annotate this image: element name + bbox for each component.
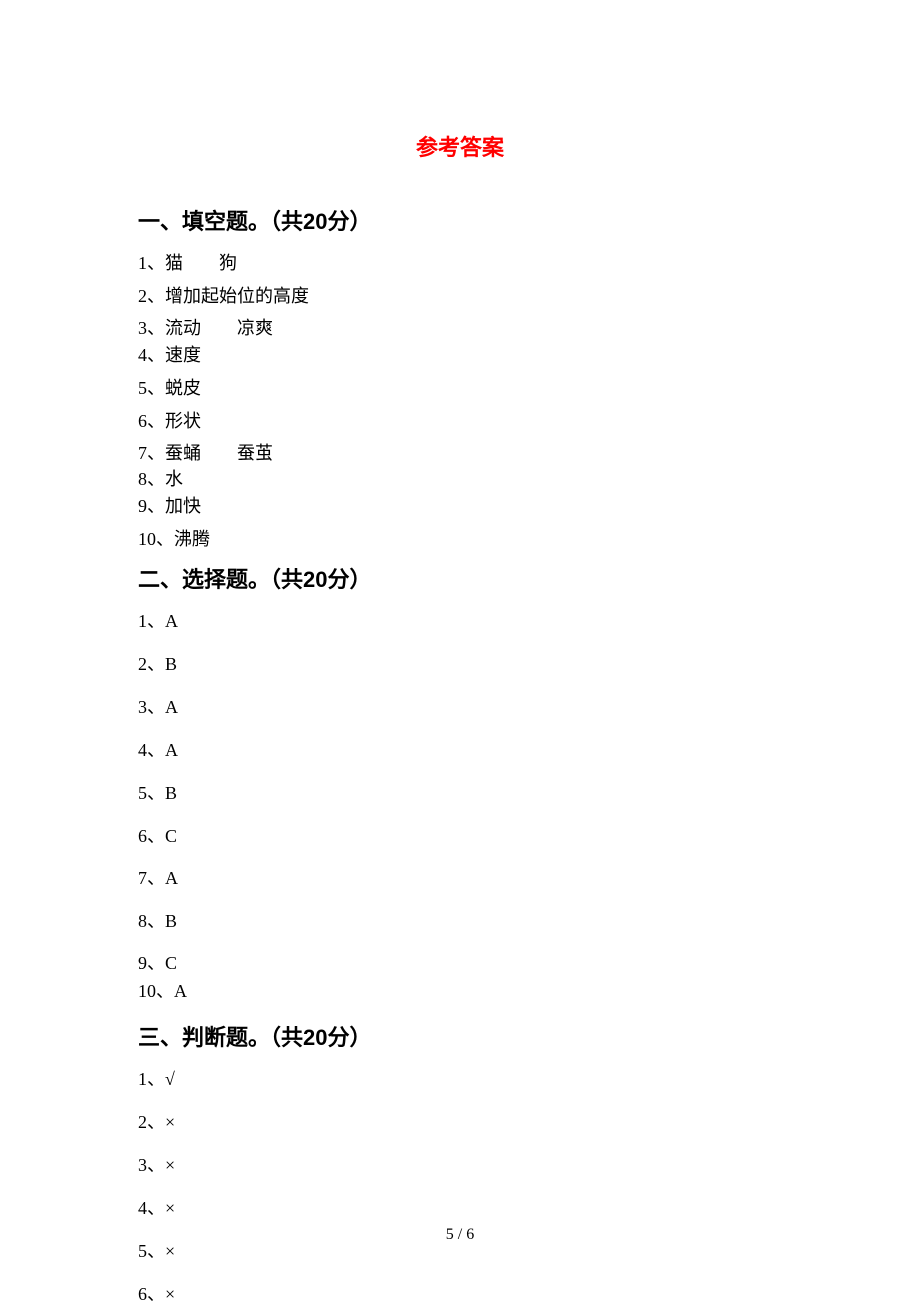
answer-text: B <box>165 654 177 674</box>
answer-num: 9 <box>138 953 147 973</box>
answer-num: 2 <box>138 1112 147 1132</box>
answer-num: 5 <box>138 783 147 803</box>
answer-num: 2 <box>138 286 147 306</box>
answer-row: 10、沸腾 <box>138 526 782 554</box>
answer-text: 加快 <box>165 496 201 516</box>
answer-num: 3 <box>138 1155 147 1175</box>
answer-num: 1 <box>138 611 147 631</box>
answer-row: 3、× <box>138 1152 782 1180</box>
section-3-header: 三、判断题。（共20分） <box>138 1020 782 1052</box>
answer-num: 8 <box>138 911 147 931</box>
answer-text: × <box>165 1198 175 1218</box>
answer-row: 6、形状 <box>138 408 782 436</box>
answer-row: 2、增加起始位的高度 <box>138 283 782 311</box>
answer-num: 5 <box>138 1241 147 1261</box>
answer-num: 3 <box>138 697 147 717</box>
answer-row: 7、蚕蛹 蚕茧 <box>138 441 782 465</box>
section-1-body: 1、猫 狗 2、增加起始位的高度 3、流动 凉爽 4、速度 5、蜕皮 6、形状 … <box>138 250 782 554</box>
answer-text: × <box>165 1155 175 1175</box>
answer-row: 1、√ <box>138 1066 782 1094</box>
answer-row: 9、加快 <box>138 493 782 521</box>
answer-num: 6 <box>138 826 147 846</box>
section-3-body: 1、√ 2、× 3、× 4、× 5、× 6、× <box>138 1066 782 1308</box>
answer-row: 7、A <box>138 865 782 893</box>
answer-row: 4、速度 <box>138 342 782 370</box>
answer-text: A <box>174 981 187 1001</box>
answer-text: 水 <box>165 469 183 489</box>
answer-text: 形状 <box>165 411 201 431</box>
answer-text: 增加起始位的高度 <box>165 286 309 306</box>
answer-row: 9、C <box>138 951 782 975</box>
answer-row: 5、蜕皮 <box>138 375 782 403</box>
answer-text: A <box>165 868 178 888</box>
answer-num: 8 <box>138 469 147 489</box>
answer-num: 1 <box>138 253 147 273</box>
answer-num: 2 <box>138 654 147 674</box>
answer-num: 10 <box>138 529 156 549</box>
answer-text: B <box>165 783 177 803</box>
answer-text: B <box>165 911 177 931</box>
answer-num: 4 <box>138 740 147 760</box>
section-2-header: 二、选择题。（共20分） <box>138 562 782 594</box>
answer-num: 4 <box>138 345 147 365</box>
answer-text: 猫 狗 <box>165 253 237 273</box>
answer-num: 7 <box>138 443 147 463</box>
answer-text: × <box>165 1284 175 1304</box>
answer-text: A <box>165 697 178 717</box>
answer-num: 6 <box>138 1284 147 1304</box>
answer-num: 10 <box>138 981 156 1001</box>
answer-row: 8、水 <box>138 467 782 491</box>
answer-row: 2、× <box>138 1109 782 1137</box>
answer-text: A <box>165 611 178 631</box>
answer-text: 速度 <box>165 345 201 365</box>
answer-text: × <box>165 1112 175 1132</box>
answer-row: 2、B <box>138 651 782 679</box>
page-container: 参考答案 一、填空题。（共20分） 1、猫 狗 2、增加起始位的高度 3、流动 … <box>0 0 920 1309</box>
answer-text: 沸腾 <box>174 529 210 549</box>
answer-text: 蚕蛹 蚕茧 <box>165 443 273 463</box>
answer-num: 9 <box>138 496 147 516</box>
page-title: 参考答案 <box>138 130 782 162</box>
answer-row: 3、流动 凉爽 <box>138 316 782 340</box>
answer-text: C <box>165 826 177 846</box>
answer-row: 6、× <box>138 1281 782 1309</box>
answer-num: 3 <box>138 318 147 338</box>
answer-row: 8、B <box>138 908 782 936</box>
answer-row: 1、猫 狗 <box>138 250 782 278</box>
answer-num: 6 <box>138 411 147 431</box>
answer-text: C <box>165 953 177 973</box>
answer-num: 4 <box>138 1198 147 1218</box>
section-1-header: 一、填空题。（共20分） <box>138 204 782 236</box>
answer-text: A <box>165 740 178 760</box>
answer-row: 1、A <box>138 608 782 636</box>
answer-row: 4、× <box>138 1195 782 1223</box>
answer-num: 1 <box>138 1069 147 1089</box>
answer-text: 流动 凉爽 <box>165 318 273 338</box>
answer-row: 5、B <box>138 780 782 808</box>
answer-row: 4、A <box>138 737 782 765</box>
answer-row: 10、A <box>138 978 782 1006</box>
page-number: 5 / 6 <box>0 1226 920 1244</box>
section-2-body: 1、A 2、B 3、A 4、A 5、B 6、C 7、A 8、B 9、C 10、A <box>138 608 782 1005</box>
answer-num: 5 <box>138 378 147 398</box>
answer-text: √ <box>165 1069 175 1089</box>
answer-num: 7 <box>138 868 147 888</box>
answer-text: × <box>165 1241 175 1261</box>
answer-row: 3、A <box>138 694 782 722</box>
answer-text: 蜕皮 <box>165 378 201 398</box>
answer-row: 6、C <box>138 823 782 851</box>
